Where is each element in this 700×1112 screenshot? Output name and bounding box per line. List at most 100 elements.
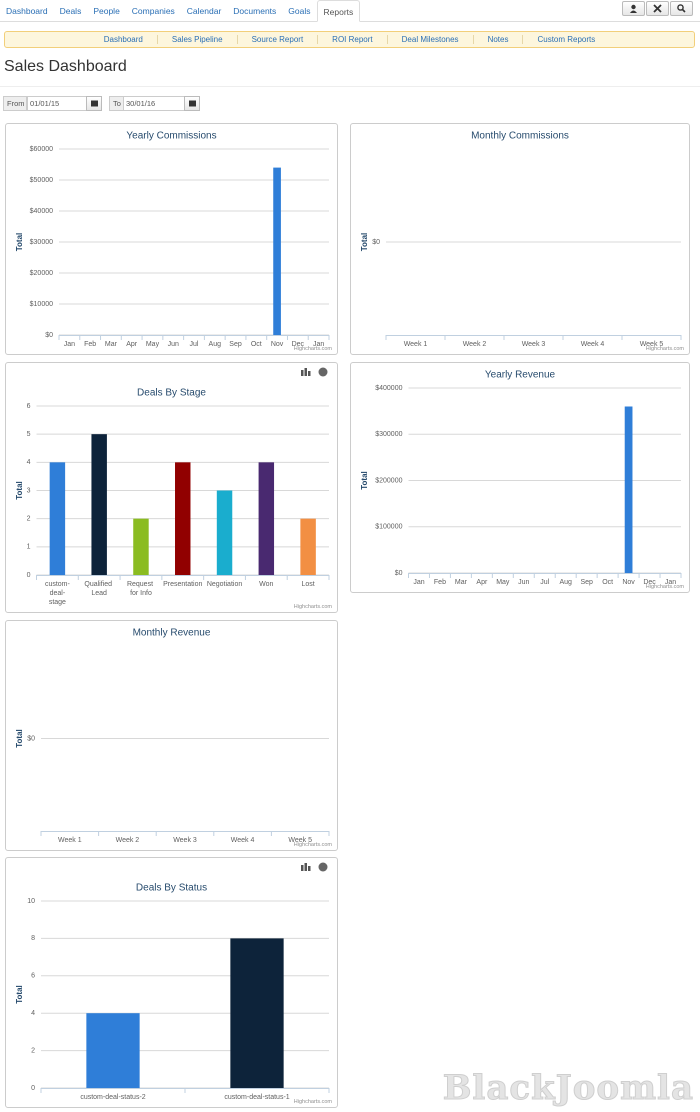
x-tick-label: Dec [643,579,656,586]
x-tick-label: Nov [622,579,635,586]
from-calendar-button[interactable] [86,96,102,111]
chart-title: Deals By Stage [137,388,206,399]
y-tick-label: $0 [27,735,35,742]
y-axis-title: Total [15,729,24,748]
y-axis-title: Total [15,233,24,252]
chart-title: Monthly Revenue [133,628,211,639]
sub-nav-link[interactable]: Dashboard [103,35,143,44]
chart: Deals By Status Total 0 2 4 6 8 10 custom-deal-s… [15,862,333,1105]
bar [49,462,66,575]
x-tick-label: Week 5 [288,837,312,844]
bar [300,518,316,575]
icon-bar [304,863,307,871]
x-tick-label: Jun [168,341,179,348]
x-tick-label: Aug [559,579,572,586]
nav-bar: Dashboard Deals People Companies Calendar Doc… [0,0,700,22]
nav-tab[interactable]: Companies [131,6,175,16]
watermark: BlackJoomla [442,1068,694,1109]
bar-view-button[interactable] [301,368,311,376]
y-tick-label: $20000 [30,270,53,277]
nav-tab[interactable]: Goals [288,6,311,16]
chart-title: Monthly Commissions [471,131,569,142]
from-label: From [3,96,27,111]
icon-bar [304,368,307,376]
icon-pie [318,367,328,377]
bar [133,518,149,575]
y-axis-title: Total [360,471,369,490]
search-button[interactable] [670,1,693,16]
x-tick-label: Won [259,581,273,588]
sub-nav-link[interactable]: Custom Reports [522,35,609,44]
x-tick-label: Presentation [163,581,202,588]
calendar-icon [189,100,196,107]
search-icon [677,4,686,13]
tools-button[interactable] [646,1,669,16]
sub-nav-link[interactable]: Source Report [236,35,318,44]
sub-nav-link[interactable]: ROI Report [317,35,386,44]
y-tick-label: 8 [31,935,35,942]
credits: Highcharts.com [294,1099,333,1105]
bar [91,434,107,575]
pie-view-button[interactable] [318,862,328,872]
x-tick-label: Jan [313,341,324,348]
nav-tab[interactable]: Documents [233,6,277,16]
y-tick-label: $40000 [30,208,53,215]
y-tick-label: 6 [27,403,31,410]
nav-tab[interactable]: People [93,6,120,16]
chart: Monthly Revenue Total $0 Week 1 Week 2 Week 3… [15,628,333,848]
bar [273,167,281,335]
x-tick-label: Week 3 [173,837,197,844]
nav-tab[interactable]: Calendar [186,6,222,16]
bar [175,462,191,575]
chart: Yearly Commissions Total $0 $10000 $20000 $30… [15,131,332,352]
x-tick-label: Lost [301,581,314,588]
x-tick-label: Week 2 [463,341,487,348]
to-label: To [109,96,124,111]
x-tick-label: custom-deal-status-1 [224,1094,289,1101]
from-input[interactable]: 01/01/15 [27,96,87,111]
x-tick-label: Qualified Lead [84,581,114,597]
x-tick-label: Sep [580,579,593,586]
to-calendar-button[interactable] [184,96,200,111]
nav-tab[interactable]: Reports [316,0,361,22]
credits: Highcharts.com [294,842,333,848]
bar-view-button[interactable] [301,863,311,871]
chart-card: Yearly Commissions Total $0 $10000 $20000 $30… [5,123,338,355]
y-tick-label: 2 [27,516,31,523]
sub-nav-link[interactable]: Deal Milestones [386,35,473,44]
sub-nav-link[interactable]: Sales Pipeline [156,35,237,44]
y-axis-title: Total [15,985,24,1004]
x-tick-label: Week 1 [58,837,82,844]
y-tick-label: $0 [395,570,403,577]
x-tick-label: Dec [292,341,305,348]
calendar-icon [91,100,98,107]
chart-card: Deals By Status Total 0 2 4 6 8 10 custom-deal-s… [5,857,338,1108]
pie-view-button[interactable] [318,367,328,377]
y-tick-label: 4 [31,1010,35,1017]
bar [216,490,233,575]
y-tick-label: $30000 [30,239,53,246]
credits: Highcharts.com [294,604,333,610]
icon-bar [301,370,304,376]
x-tick-label: May [146,341,160,348]
user-button[interactable] [622,1,645,16]
bar [624,406,633,573]
chart-card: Monthly Commissions Total $0 Week 1 Week 2 We… [350,123,690,355]
y-tick-label: 6 [31,973,35,980]
chart-title: Yearly Revenue [485,370,556,381]
x-tick-label: Jan [64,341,75,348]
user-icon [630,4,637,13]
sub-nav-link[interactable]: Notes [472,35,523,44]
tools-icon [653,4,662,13]
x-tick-label: Request for Info [127,581,155,597]
chart: Monthly Commissions Total $0 Week 1 Week 2 We… [360,131,684,352]
to-input[interactable]: 30/01/16 [123,96,185,111]
x-tick-label: Jan [413,579,424,586]
bar [86,1013,140,1088]
icon-bar [308,371,311,376]
chart-card: Yearly Revenue Total $0 $100000 $200000 $3000… [350,362,690,593]
x-tick-label: Week 3 [522,341,546,348]
nav-tab[interactable]: Deals [59,6,82,16]
x-tick-label: Week 4 [581,341,605,348]
nav-tab[interactable]: Dashboard [6,6,48,16]
